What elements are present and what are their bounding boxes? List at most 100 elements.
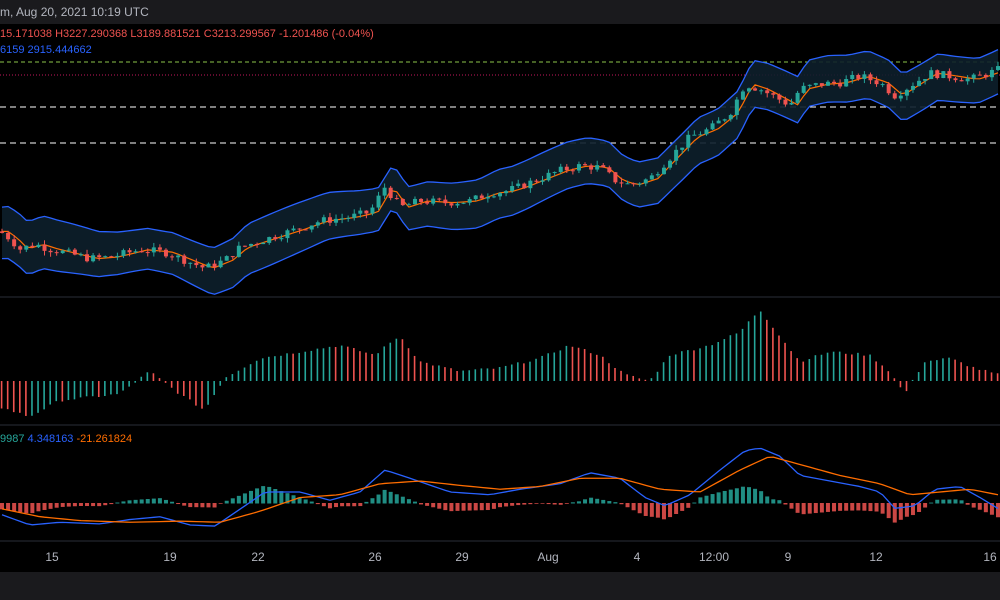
macd-hist-bar — [522, 503, 527, 505]
macd-hist-bar — [528, 503, 533, 505]
momentum-bar — [869, 354, 871, 381]
macd-hist-bar — [959, 500, 964, 504]
candle-body — [759, 90, 764, 92]
candle-body — [218, 260, 223, 268]
macd-hist-bar — [625, 503, 630, 508]
candle-body — [412, 198, 417, 205]
momentum-bar — [626, 374, 628, 381]
macd-hist-bar — [218, 503, 223, 504]
momentum-bar — [929, 360, 932, 381]
momentum-bar — [274, 356, 276, 381]
bollinger-legend: 6159 2915.444662 — [0, 44, 92, 56]
candle-body — [710, 123, 715, 130]
momentum-bar — [213, 381, 215, 396]
momentum-bar — [237, 370, 240, 381]
candle-body — [619, 182, 624, 184]
high-value: 3227.290368 — [63, 28, 128, 40]
open-value: 15.171038 — [0, 28, 52, 40]
candle-body — [115, 255, 120, 258]
momentum-bar — [365, 352, 367, 381]
candle-body — [334, 218, 339, 223]
macd-hist-bar — [977, 503, 982, 510]
macd-hist-bar — [674, 503, 679, 514]
candle-body — [291, 228, 296, 231]
candle-body — [971, 74, 976, 79]
macd-hist-bar — [364, 501, 369, 504]
candle-body — [212, 263, 217, 268]
low-label: L — [130, 28, 137, 40]
momentum-bar — [711, 345, 713, 381]
macd-hist-bar — [42, 503, 47, 510]
momentum-bar — [383, 346, 386, 381]
momentum-bar — [595, 354, 598, 381]
momentum-bar — [857, 352, 859, 381]
candle-body — [370, 207, 375, 214]
momentum-bar — [984, 369, 987, 381]
candle-body — [783, 99, 788, 105]
momentum-bar — [565, 345, 568, 381]
momentum-bar — [164, 381, 167, 383]
macd-hist-bar — [479, 503, 484, 511]
momentum-bar — [638, 378, 641, 381]
momentum-bar — [243, 367, 246, 381]
macd-hist-bar — [546, 503, 551, 505]
candle-body — [36, 244, 41, 248]
bollinger-fill — [2, 49, 998, 295]
momentum-bar — [134, 381, 137, 383]
macd-hist-bar — [807, 503, 812, 514]
momentum-bar — [25, 381, 27, 416]
momentum-bar — [407, 348, 410, 381]
macd-legend: 9987 4.348163 -21.261824 — [0, 433, 132, 445]
chart-header-title: m, Aug 20, 2021 10:19 UTC — [0, 5, 149, 19]
macd-hist-bar — [297, 497, 302, 504]
candle-body — [163, 249, 168, 257]
candle-body — [637, 183, 642, 185]
momentum-bar — [541, 355, 543, 381]
candle-body — [844, 79, 849, 87]
macd-hist-bar — [273, 489, 278, 504]
bollinger-value-1: 6159 — [0, 44, 25, 56]
momentum-bar — [881, 365, 884, 381]
x-axis-tick-label: 16 — [983, 550, 997, 564]
momentum-bar — [759, 311, 762, 381]
macd-hist-bar — [133, 499, 138, 504]
momentum-bar — [772, 327, 774, 381]
candle-body — [60, 250, 65, 254]
candle-body — [862, 74, 867, 79]
candle-body — [103, 256, 108, 258]
candle-body — [668, 160, 673, 168]
candle-body — [236, 245, 241, 257]
macd-legend-value-1: 9987 — [0, 433, 25, 445]
macd-hist-bar — [989, 503, 994, 515]
candle-body — [394, 198, 399, 200]
macd-hist-bar — [825, 503, 830, 512]
candle-body — [734, 99, 739, 116]
macd-hist-bar — [619, 503, 624, 505]
momentum-bar — [966, 366, 969, 381]
candle-body — [182, 255, 187, 264]
momentum-bar — [310, 350, 313, 381]
candle-body — [400, 198, 405, 206]
candle-body — [224, 256, 229, 261]
candle-body — [425, 201, 430, 204]
momentum-bar — [413, 355, 416, 381]
macd-hist-bar — [935, 499, 940, 504]
momentum-bar — [632, 375, 635, 381]
momentum-bar — [104, 381, 106, 397]
macd-hist-bar — [583, 499, 588, 504]
candle-body — [303, 229, 308, 231]
macd-hist-bar — [30, 503, 35, 514]
macd-hist-bar — [376, 494, 381, 504]
macd-hist-bar — [382, 489, 387, 504]
candle-body — [825, 81, 830, 86]
candle-body — [564, 166, 569, 171]
macd-hist-bar — [801, 503, 806, 515]
candle-body — [419, 198, 424, 202]
candle-body — [832, 81, 837, 84]
macd-hist-bar — [728, 489, 733, 504]
momentum-bar — [674, 354, 677, 381]
macd-hist-bar — [680, 503, 685, 511]
candle-body — [874, 80, 879, 85]
momentum-bar — [887, 371, 890, 381]
